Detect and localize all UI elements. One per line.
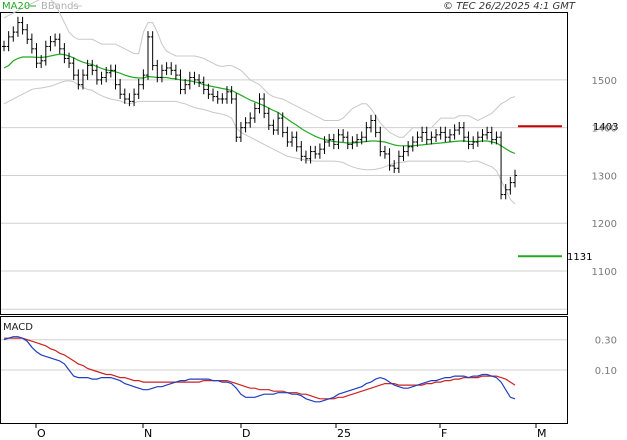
x-tick-labels: O N D 25 F M (35, 423, 547, 440)
price-y-tick-label: 1400 (592, 124, 617, 135)
price-y-tick-label: 1500 (592, 76, 617, 87)
bb-upper-line (3, 0, 516, 138)
x-tick-label: D (242, 427, 250, 440)
price-y-tick-label: 1300 (592, 171, 617, 182)
ohlc-bars (2, 16, 517, 200)
resistance-label: 1403 (593, 122, 618, 133)
gridlines (1, 79, 567, 371)
x-tick-label: O (37, 427, 46, 440)
legend-ma20: MA20 (2, 1, 30, 12)
x-tick-label: M (537, 427, 547, 440)
macd-line (3, 336, 516, 403)
price-y-tick-label: 1100 (592, 267, 617, 278)
price-panel-frame (0, 12, 568, 315)
macd-lines (3, 336, 516, 403)
copyright-text: © TEC 26/2/2025 4:1 GMT (443, 1, 576, 12)
legend-bbands: BBands (41, 1, 79, 12)
macd-y-tick-label: 0.10 (595, 366, 617, 377)
support-label: 1131 (567, 252, 592, 263)
support-resistance-levels: 1403 1131 (518, 122, 618, 263)
x-tick-label: 25 (337, 427, 351, 440)
y-tick-labels: 1100 1200 1300 1400 1500 0.30 0.10 (592, 76, 617, 377)
bollinger-bands (3, 0, 516, 205)
bb-lower-line (3, 80, 516, 205)
macd-title: MACD (3, 322, 33, 333)
price-y-tick-label: 1200 (592, 219, 617, 230)
macd-y-tick-label: 0.30 (595, 336, 617, 347)
macd-panel-frame (0, 316, 568, 424)
x-tick-label: N (144, 427, 152, 440)
x-tick-label: F (441, 427, 447, 440)
macd-signal-line (4, 337, 516, 400)
